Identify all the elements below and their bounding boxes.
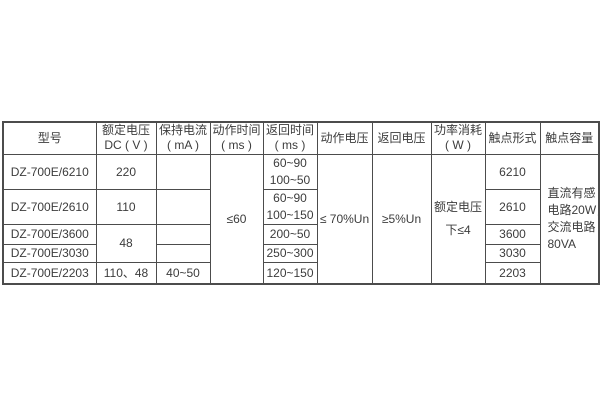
cell-rated-voltage: 110、48 — [95, 261, 157, 285]
cell-rated-voltage: 48 — [95, 223, 157, 263]
cell-rated-voltage: 110 — [95, 188, 157, 225]
cell-contact-form: 6210 — [484, 153, 541, 190]
col-header-holding-current: 保持电流( mA ) — [155, 121, 211, 155]
table-row: DZ-700E/2203 110、48 40~50 120~150 2203 — [2, 261, 599, 285]
cell-holding-current — [155, 223, 211, 245]
cell-holding-current — [155, 243, 211, 263]
header-row: 型号 额定电压 DC ( V ) 保持电流( mA ) 动作时间( ms ) 返回… — [2, 121, 600, 155]
cell-return-time: 200~50 — [262, 223, 318, 245]
cell-model: DZ-700E/3030 — [2, 243, 97, 263]
col-header-model: 型号 — [2, 121, 97, 155]
cell-contact-form: 3030 — [484, 243, 541, 263]
cell-return-time: 60~90 100~150 — [262, 188, 318, 225]
cell-return-time: 250~300 — [262, 243, 318, 263]
cell-contact-form: 2203 — [484, 261, 541, 285]
cell-contact-form: 2610 — [484, 188, 541, 225]
table-row: DZ-700E/6210 220 ≤60 60~90 100~50 ≤ 70%Un… — [2, 153, 600, 285]
col-header-power-consumption: 功率消耗( W ) — [430, 121, 486, 155]
cell-contact-form: 3600 — [484, 223, 541, 245]
col-header-contact-capacity: 触点容量 — [539, 121, 600, 155]
cell-model: DZ-700E/3600 — [2, 223, 97, 245]
cell-model: DZ-700E/2610 — [2, 188, 97, 225]
cell-holding-current — [155, 153, 211, 190]
cell-holding-current — [155, 188, 211, 225]
cell-holding-current: 40~50 — [155, 261, 211, 285]
cell-return-time: 120~150 — [262, 261, 318, 285]
cell-return-time: 60~90 100~50 — [262, 153, 318, 190]
cell-operate-time: ≤60 — [209, 153, 264, 285]
col-header-rated-voltage: 额定电压 DC ( V ) — [95, 121, 157, 155]
cell-power-consumption: 额定电压 下≤4 — [430, 153, 486, 285]
col-header-contact-form: 触点形式 — [484, 121, 541, 155]
col-header-operate-time: 动作时间( ms ) — [209, 121, 264, 155]
table-row: DZ-700E/2610 110 60~90 100~150 2610 — [2, 188, 599, 225]
relay-spec-table: 型号 额定电压 DC ( V ) 保持电流( mA ) 动作时间( ms ) 返回… — [2, 121, 600, 285]
cell-rated-voltage: 220 — [95, 153, 157, 190]
cell-model: DZ-700E/6210 — [2, 153, 97, 190]
cell-model: DZ-700E/2203 — [2, 261, 97, 285]
col-header-return-voltage: 返回电压 — [371, 121, 432, 155]
col-header-return-time: 返回时间( ms ) — [262, 121, 318, 155]
cell-return-voltage: ≥5%Un — [371, 153, 432, 285]
col-header-operate-voltage: 动作电压 — [316, 121, 373, 155]
table-row: DZ-700E/3600 48 200~50 3600 — [2, 223, 599, 263]
table-row: DZ-700E/3030 250~300 3030 — [2, 243, 599, 263]
cell-operate-voltage: ≤ 70%Un — [316, 153, 373, 285]
